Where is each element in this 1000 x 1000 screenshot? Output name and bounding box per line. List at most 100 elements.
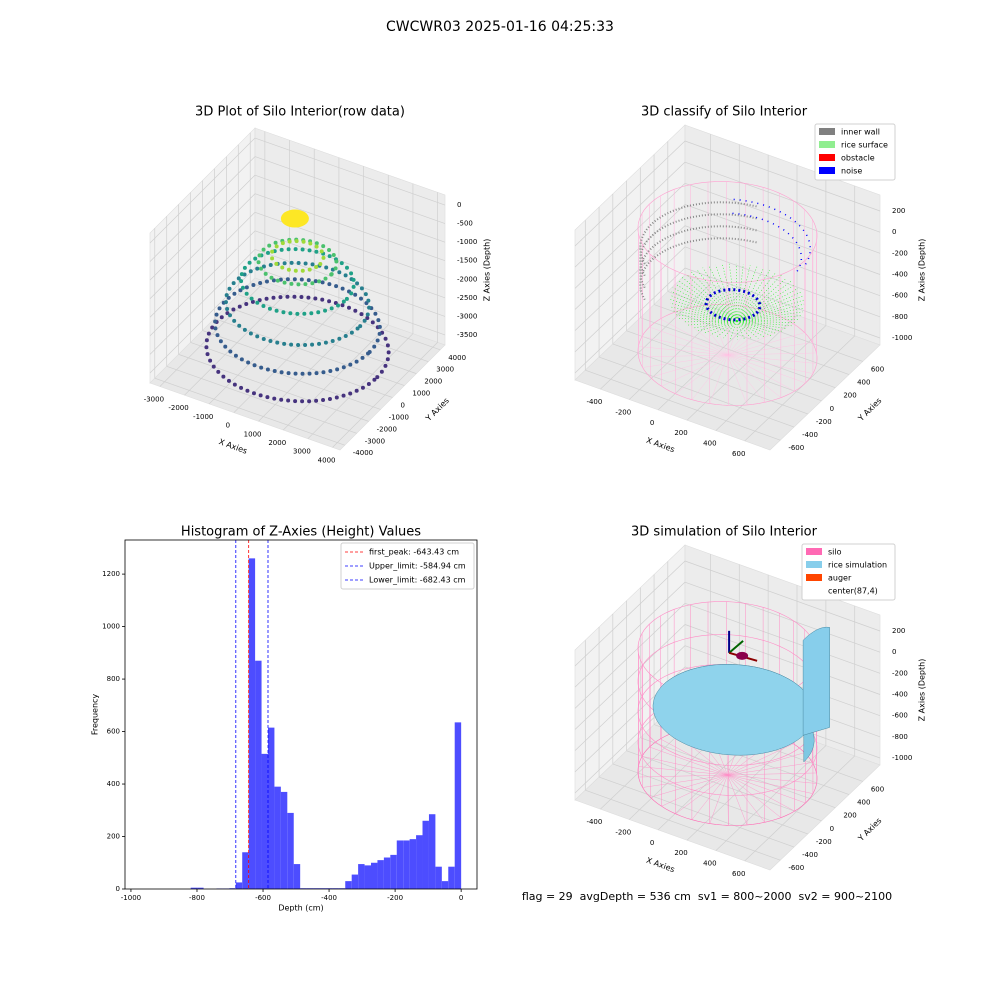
y-tick-label: 1000 (102, 623, 120, 631)
silo-wire (649, 326, 728, 356)
grid-line (574, 183, 686, 289)
grid-line (684, 560, 881, 632)
grid-line (190, 342, 381, 410)
rice-surface (715, 264, 738, 322)
bar (377, 860, 384, 889)
y-tick-label: 0 (116, 885, 120, 893)
silo-wire (727, 354, 795, 392)
z-tick-label: -800 (892, 733, 908, 741)
z-axis-label: Z Axies (Depth) (483, 239, 492, 302)
grid-line (629, 294, 740, 400)
rice-surface (736, 277, 787, 322)
grid-line (626, 330, 822, 402)
rice-surface (736, 281, 792, 322)
silo-wire (675, 354, 728, 395)
y-tick-label: -2000 (377, 425, 397, 433)
grid-line (254, 174, 446, 243)
bar (274, 786, 281, 889)
z-tick-label: -1000 (457, 238, 477, 246)
silo-wire (727, 774, 748, 826)
grid-line (684, 161, 881, 233)
y-tick-label: -600 (788, 444, 804, 452)
z-tick-label: -3500 (457, 331, 477, 339)
silo-wire (661, 354, 728, 387)
silo-wire (727, 352, 817, 356)
grid-line (574, 225, 686, 331)
rice-surface (730, 321, 738, 340)
grid-line (149, 137, 256, 244)
rice-surface (696, 269, 738, 322)
silo-wire (727, 774, 781, 818)
rice-surface (736, 272, 777, 322)
bar (428, 814, 436, 889)
status-text: flag = 29 avgDepth = 536 cm sv1 = 800~20… (522, 890, 892, 903)
rice-surface (736, 264, 744, 322)
z-axis-label: Z Axies (Depth) (918, 239, 927, 302)
grid-line (149, 230, 256, 337)
y-tick-label: 0 (830, 405, 834, 413)
legend-swatch (806, 561, 822, 568)
rice-surface (736, 318, 799, 322)
legend-label: first_peak: -643.43 cm (369, 548, 459, 557)
bar (287, 812, 294, 889)
z-axis-label: Z Axies (Depth) (918, 659, 927, 722)
x-tick-label: 1000 (244, 430, 262, 438)
auger (736, 651, 749, 660)
legend-box (814, 123, 896, 181)
silo-wire (727, 743, 794, 776)
x-tick-label: 0 (459, 894, 463, 902)
x-axis-label: X Axies (645, 436, 676, 455)
y-tick-label: 600 (107, 728, 120, 736)
grid-line (585, 789, 781, 861)
y-tick-label: -400 (802, 431, 818, 439)
silo-wire (650, 774, 728, 798)
bar (358, 864, 365, 889)
rice-surface (728, 263, 738, 322)
silo-wire (727, 354, 781, 398)
bar (351, 874, 359, 889)
plot-frame (124, 539, 478, 890)
legend-swatch (806, 548, 822, 555)
x-tick-label: 3000 (293, 448, 311, 456)
grid-line (574, 140, 686, 247)
silo-wire (727, 774, 795, 812)
grid-line (154, 377, 345, 446)
silo-wire (727, 323, 794, 356)
z-tick-label: -2500 (457, 294, 477, 302)
rice-surface (735, 263, 738, 322)
grid-line (744, 755, 855, 862)
bar (190, 887, 198, 889)
silo-wire (642, 774, 728, 788)
silo-wire (709, 354, 728, 404)
grid-line (640, 317, 836, 388)
silo-wire (727, 315, 780, 356)
point-cloud (256, 237, 339, 287)
grid-line (149, 249, 256, 355)
bar (267, 727, 275, 889)
grid-line (684, 204, 881, 275)
legend-label: center(87,4) (828, 587, 878, 596)
silo-wire (727, 752, 805, 776)
rice-surface (736, 320, 752, 340)
y-tick-label: -3000 (365, 437, 385, 445)
x-axis-label: X Axies (218, 437, 249, 456)
grid-line (574, 645, 686, 751)
y-tick-label: 400 (857, 799, 870, 807)
noise (729, 212, 803, 272)
grid-line (149, 212, 256, 318)
rice-surface (736, 320, 796, 323)
silo-wire (727, 762, 813, 776)
rice-surface (721, 264, 738, 322)
point-cloud (239, 247, 356, 316)
subplot-title: 3D classify of Silo Interior (641, 105, 808, 120)
z-tick-label: -2000 (457, 275, 477, 283)
y-tick-label: -600 (788, 864, 804, 872)
silo-wire (727, 342, 813, 356)
y-tick-label: 2000 (424, 378, 442, 386)
silo-wire (638, 346, 728, 356)
grid-line (684, 602, 881, 674)
legend-label: auger (828, 574, 852, 583)
z-tick-label: 0 (892, 648, 896, 656)
silo-wire (727, 774, 806, 804)
bar (383, 857, 391, 889)
